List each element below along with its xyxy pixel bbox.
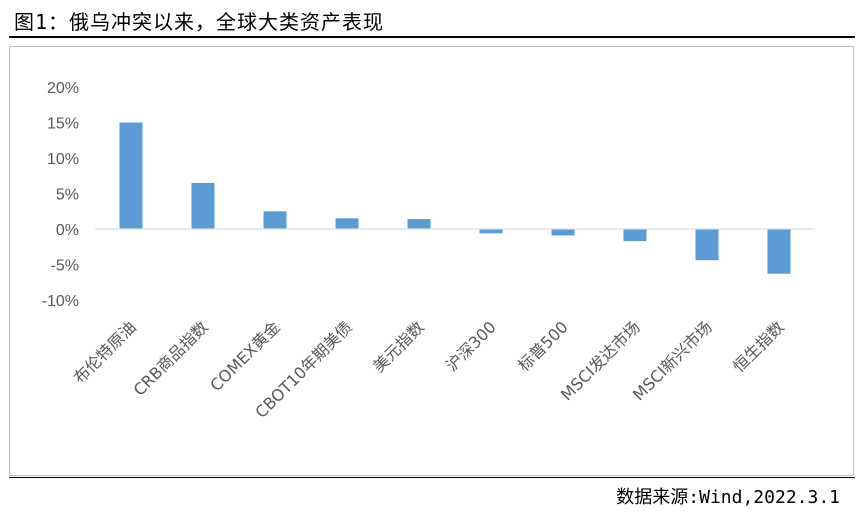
title-divider	[9, 36, 855, 38]
bar	[767, 229, 791, 274]
bar	[335, 218, 359, 229]
y-tick-label: 15%	[47, 116, 79, 133]
bar	[623, 229, 647, 242]
y-tick-label: 20%	[47, 80, 79, 97]
data-source: 数据来源:Wind,2022.3.1	[616, 487, 840, 508]
bar	[263, 211, 287, 230]
x-tick-label: 标普500	[514, 317, 572, 375]
bar-series	[119, 122, 791, 274]
y-tick-label: 5%	[56, 187, 79, 204]
y-tick-label: 0%	[56, 222, 79, 239]
bar	[407, 219, 431, 229]
figure-title: 图1：俄乌冲突以来，全球大类资产表现	[14, 10, 385, 34]
bar	[551, 229, 575, 236]
y-tick-label: 10%	[47, 151, 79, 168]
bar	[695, 229, 719, 261]
x-tick-label: COMEX黄金	[206, 317, 284, 395]
bar	[479, 229, 503, 234]
bar	[119, 122, 143, 229]
source-divider	[9, 477, 855, 478]
x-tick-label: 沪深300	[442, 317, 500, 375]
x-tick-label: 美元指数	[369, 317, 428, 376]
x-tick-label: 布伦特原油	[70, 317, 140, 387]
y-axis: -10% -5% 0% 5% 10% 15% 20%	[42, 80, 79, 310]
x-tick-label: CRB商品指数	[130, 317, 212, 399]
y-tick-label: -5%	[51, 258, 79, 275]
y-tick-label: -10%	[42, 293, 79, 310]
bar	[191, 182, 215, 229]
x-tick-label: 恒生指数	[729, 317, 788, 376]
chart-frame	[9, 46, 854, 476]
